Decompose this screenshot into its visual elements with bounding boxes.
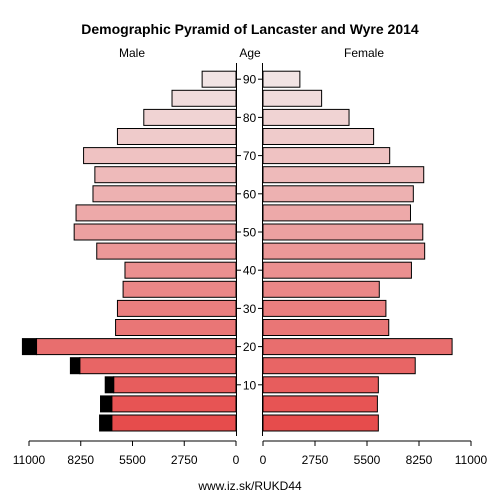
female-x-tick-label: 5500 [354, 453, 381, 467]
male-bar [143, 108, 237, 126]
female-bar [262, 299, 387, 317]
footer-url: www.iz.sk/RUKD44 [197, 479, 302, 493]
male-bar [96, 242, 237, 260]
male-x-tick-label: 8250 [67, 453, 94, 467]
male-x-tick-label: 2750 [171, 453, 198, 467]
female-bar [262, 147, 391, 165]
male-bar [201, 70, 237, 88]
male-bar [92, 185, 237, 203]
female-bar [262, 204, 411, 222]
male-bar [73, 223, 237, 241]
bars-group [21, 70, 453, 432]
male-excess-bar [100, 395, 113, 413]
female-header: Female [344, 46, 384, 60]
age-tick-label: 50 [243, 226, 257, 240]
male-bar [111, 395, 237, 413]
male-x-tick-label: 11000 [13, 453, 46, 467]
age-tick-label: 70 [243, 149, 257, 163]
male-bar [122, 280, 237, 298]
axes-group: 10 20 30 40 50 60 70 80 90 11000 8250 5500 2750 0 0 275… [13, 63, 488, 467]
female-bar [262, 395, 378, 413]
male-x-tick-label: 0 [233, 453, 240, 467]
age-tick-label: 60 [243, 187, 257, 201]
age-tick-label: 20 [243, 340, 257, 354]
male-bar [171, 89, 237, 107]
male-bar [75, 204, 237, 222]
male-excess-bar [21, 338, 38, 356]
male-bar [79, 357, 237, 375]
male-bar [124, 261, 237, 279]
male-bar [36, 338, 237, 356]
male-bar [116, 299, 237, 317]
female-bar [262, 70, 301, 88]
female-bar [262, 414, 379, 432]
female-bar [262, 357, 416, 375]
male-header: Male [119, 46, 145, 60]
female-bar [262, 108, 350, 126]
age-tick-label: 10 [243, 378, 257, 392]
male-bar [115, 319, 237, 336]
female-bar [262, 185, 414, 203]
male-excess-bar [99, 414, 113, 432]
male-bar [111, 414, 237, 432]
female-x-tick-label: 2750 [302, 453, 329, 467]
female-bar [262, 166, 425, 184]
age-header: Age [239, 46, 261, 60]
female-bar [262, 128, 375, 145]
male-x-tick-label: 5500 [119, 453, 146, 467]
female-bar [262, 280, 380, 298]
age-tick-label: 30 [243, 302, 257, 316]
chart-title: Demographic Pyramid of Lancaster and Wyr… [81, 21, 419, 37]
female-x-tick-label: 0 [260, 453, 267, 467]
male-excess-bar [104, 376, 115, 394]
male-bar [113, 376, 237, 394]
female-bar [262, 376, 379, 394]
female-bar [262, 89, 323, 107]
male-bar [94, 166, 237, 184]
female-bar [262, 261, 412, 279]
age-tick-label: 40 [243, 264, 257, 278]
female-bar [262, 319, 390, 336]
age-tick-label: 80 [243, 111, 257, 125]
male-bar [116, 128, 237, 145]
male-excess-bar [69, 357, 81, 375]
female-bar [262, 242, 426, 260]
female-bar [262, 223, 424, 241]
age-tick-label: 90 [243, 73, 257, 87]
male-bar [83, 147, 237, 165]
female-bar [262, 338, 453, 356]
female-x-tick-label: 8250 [406, 453, 433, 467]
female-x-tick-label: 11000 [455, 453, 488, 467]
